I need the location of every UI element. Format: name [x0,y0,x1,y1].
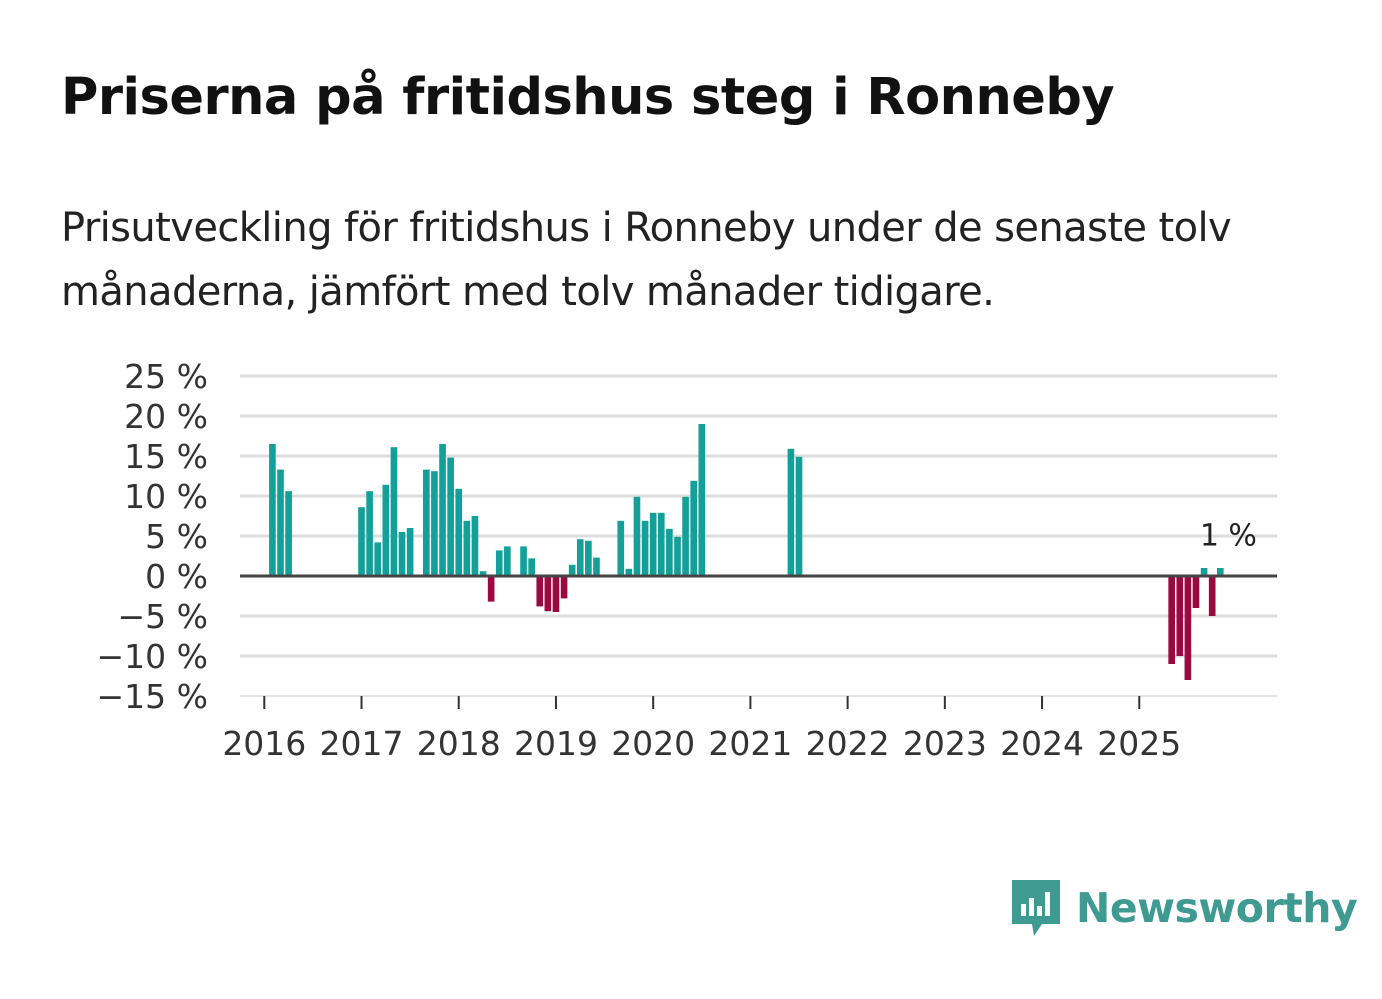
brand-name: Newsworthy [1076,883,1358,932]
bar [787,448,795,576]
bar [358,507,365,576]
annotation-label: 1 % [1200,519,1257,554]
x-tick-label: 2020 [611,724,695,763]
x-tick-label: 2022 [806,724,890,763]
y-tick-label: 20 % [124,397,208,436]
chart-title: Priserna på fritidshus steg i Ronneby [61,68,1115,127]
newsworthy-logo-icon [1012,880,1060,936]
bar [277,469,284,576]
bar [439,444,446,576]
bar [641,520,649,576]
bar [576,539,584,576]
bar [487,576,495,602]
x-tick-label: 2021 [708,724,792,763]
bar [560,576,568,599]
bar [504,546,511,576]
bar [585,540,592,576]
bar [544,576,552,612]
bar [1184,576,1192,680]
bar [649,512,657,576]
y-tick-label: 0 % [145,557,208,596]
bar [633,496,641,576]
bar [593,557,600,576]
bar [398,532,406,576]
bar [682,496,689,576]
y-tick-label: 15 % [124,437,208,476]
bar [1176,576,1184,656]
bar [1208,576,1216,616]
bar [374,542,382,576]
bar [471,516,479,576]
bar [447,457,454,576]
x-tick-label: 2024 [1000,724,1084,763]
y-tick-label: 25 % [124,357,208,396]
brand: Newsworthy [1010,876,1358,940]
x-tick-label: 2016 [222,724,306,763]
y-tick-label: −15 % [97,677,209,716]
annotations: 1 % [1200,519,1257,554]
y-tick-label: 5 % [145,517,208,556]
bar [269,444,276,576]
bar [463,520,471,576]
bar [495,550,503,576]
bar [406,528,414,576]
bar [528,558,535,576]
bar [455,488,463,576]
bar [520,546,527,576]
bar [698,424,706,576]
x-tick-label: 2017 [320,724,404,763]
x-tick-label: 2025 [1097,724,1181,763]
bar [1216,568,1224,576]
bar [1200,568,1208,576]
x-axis: 2016 2017 2018 2019 2020 2021 2022 2023 2024 2025 [222,574,1277,763]
bar [423,469,430,576]
bar [690,480,698,576]
x-tick-label: 2018 [417,724,501,763]
bar [552,576,560,612]
bar [285,491,292,576]
bar [1168,576,1175,664]
bar [674,536,681,576]
y-tick-label: −5 % [118,597,209,636]
x-tick-label: 2023 [903,724,987,763]
bar [390,447,398,576]
y-tick-label: −10 % [97,637,209,676]
bar [1192,576,1200,608]
bar [666,528,673,576]
bar [657,512,665,576]
chart-subtitle: Prisutveckling för fritidshus i Ronneby … [61,205,1232,315]
bar [568,564,576,576]
bar [366,491,373,576]
x-tick-label: 2019 [514,724,598,763]
bar-series [269,424,1224,680]
bar [431,471,438,576]
bar [617,520,625,576]
bar [625,568,633,576]
bar [795,456,803,576]
bar [479,571,487,576]
bar [382,484,390,576]
bar [536,576,544,607]
y-tick-label: 10 % [124,477,208,516]
y-axis: 25 %20 %15 %10 %5 %0 %−5 %−10 %−15 % [97,357,209,716]
